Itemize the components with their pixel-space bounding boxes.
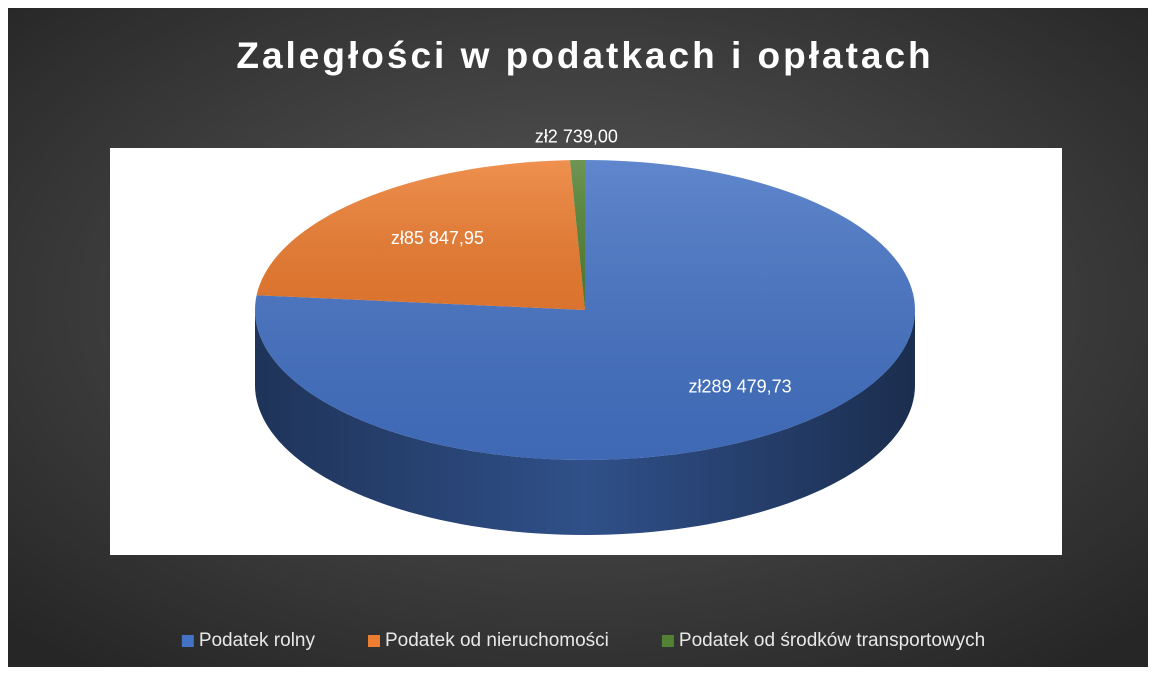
legend-label: Podatek od środków transportowych (679, 630, 985, 651)
pie-slice-gloss (255, 160, 915, 460)
legend-swatch (367, 635, 380, 647)
legend-swatch (661, 635, 674, 647)
legend-swatch (181, 635, 194, 647)
legend-label: Podatek od nieruchomości (385, 630, 609, 651)
pie-slice-gloss (256, 160, 585, 310)
data-label: zł85 847,95 (391, 228, 484, 248)
data-label: zł2 739,00 (535, 126, 618, 146)
pie-slice-gloss (569, 160, 585, 310)
legend-label: Podatek rolny (199, 630, 316, 651)
pie-side-shade (255, 310, 915, 535)
chart-title: Zaległości w podatkach i opłatach (236, 35, 933, 76)
data-label: zł289 479,73 (689, 377, 792, 397)
